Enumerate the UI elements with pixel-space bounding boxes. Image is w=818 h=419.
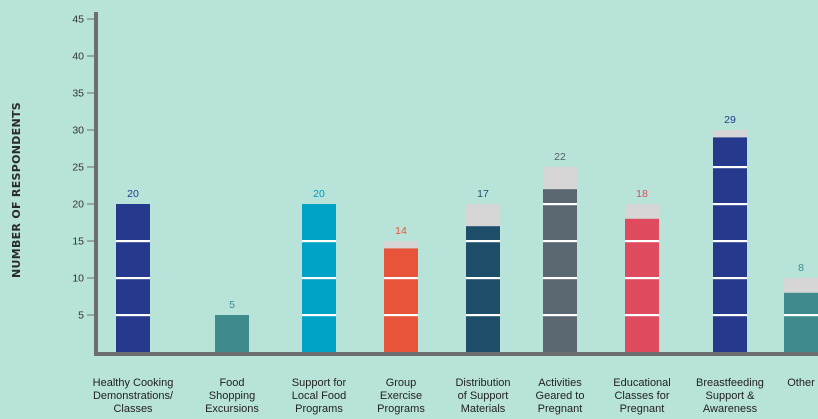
- bar-cap: [713, 130, 747, 138]
- bar-separator: [713, 240, 747, 243]
- x-tick-label: Support for Local Food Programs: [292, 377, 347, 415]
- y-tick-label: 20: [72, 199, 84, 211]
- bar-cap: [384, 241, 418, 249]
- bar-separator: [713, 203, 747, 206]
- bar-cap: [784, 278, 818, 293]
- data-label: 20: [127, 188, 139, 200]
- bar-separator: [543, 314, 577, 317]
- data-label: 5: [229, 299, 235, 311]
- bar-group: 17: [466, 188, 500, 352]
- bar-cap: [625, 204, 659, 219]
- bar: [384, 248, 418, 352]
- y-tick-label: 40: [72, 51, 84, 63]
- y-tick-label: 5: [78, 310, 84, 322]
- bar-separator: [116, 240, 150, 243]
- data-label: 29: [724, 114, 736, 126]
- bar-separator: [384, 314, 418, 317]
- bar-separator: [713, 314, 747, 317]
- data-label: 18: [636, 188, 648, 200]
- bar-group: 8: [784, 262, 818, 352]
- bar-group: 18: [625, 188, 659, 352]
- x-tick-label: Educational Classes for Pregnant: [613, 377, 671, 415]
- bar-separator: [384, 277, 418, 280]
- bar: [215, 315, 249, 352]
- y-tick-label: 10: [72, 273, 84, 285]
- bar-group: 29: [713, 114, 747, 352]
- y-axis-label: NUMBER OF RESPONDENTS: [10, 102, 23, 278]
- y-tick-label: 25: [72, 162, 84, 174]
- bar-separator: [625, 277, 659, 280]
- bar-separator: [302, 240, 336, 243]
- y-tick-label: 35: [72, 88, 84, 100]
- x-tick-label: Activities Geared to Pregnant: [536, 377, 585, 415]
- x-tick-label: Distribution of Support Materials: [455, 377, 510, 415]
- bar-separator: [302, 314, 336, 317]
- y-tick-label: 30: [72, 125, 84, 137]
- bar-separator: [713, 277, 747, 280]
- y-tick-label: 15: [72, 236, 84, 248]
- bar-separator: [466, 314, 500, 317]
- y-axis-line: [94, 12, 98, 355]
- x-tick-label: Other: [787, 377, 815, 389]
- bar-separator: [784, 314, 818, 317]
- y-tick-label: 45: [72, 14, 84, 26]
- bar-group: 14: [384, 225, 418, 352]
- bar-separator: [466, 277, 500, 280]
- bar-separator: [302, 277, 336, 280]
- bar-group: 22: [543, 151, 577, 352]
- bar: [466, 226, 500, 352]
- bar: [625, 218, 659, 352]
- bar-separator: [625, 314, 659, 317]
- bar: [784, 292, 818, 352]
- bar-group: 20: [116, 188, 150, 352]
- x-tick-label: Food Shopping Excursions: [205, 377, 259, 415]
- data-label: 14: [395, 225, 407, 237]
- x-tick-label: Healthy Cooking Demonstrations/Classes: [93, 377, 174, 415]
- bar-group: 5: [215, 299, 249, 352]
- bar-separator: [713, 166, 747, 169]
- bar-separator: [625, 240, 659, 243]
- bar-separator: [543, 203, 577, 206]
- bar-separator: [543, 277, 577, 280]
- bar-group: 20: [302, 188, 336, 352]
- bar-cap: [543, 167, 577, 190]
- x-axis-line: [94, 352, 818, 356]
- x-tick-label: Group Exercise Programs: [377, 377, 425, 415]
- bar-separator: [466, 240, 500, 243]
- bar: [713, 137, 747, 352]
- x-tick-label: Breastfeeding Support & Awareness: [696, 377, 764, 415]
- bar: [543, 189, 577, 352]
- data-label: 17: [477, 188, 489, 200]
- bar-separator: [543, 240, 577, 243]
- bar-separator: [116, 277, 150, 280]
- data-label: 20: [313, 188, 325, 200]
- bar-separator: [116, 314, 150, 317]
- data-label: 22: [554, 151, 566, 163]
- data-label: 8: [798, 262, 804, 274]
- bar-cap: [466, 204, 500, 227]
